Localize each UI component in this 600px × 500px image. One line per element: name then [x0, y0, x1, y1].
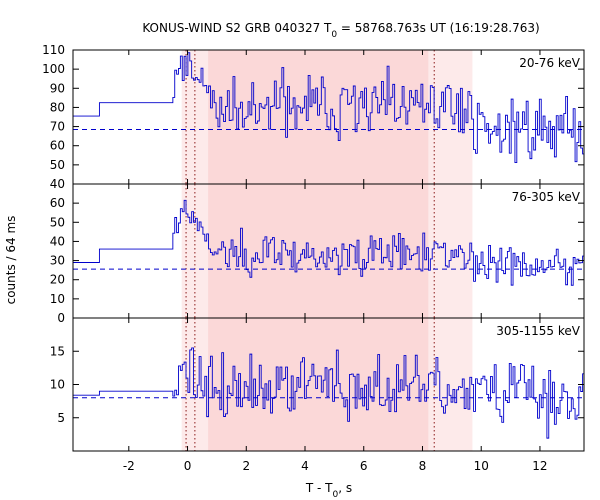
light-curve-series: [73, 52, 584, 164]
y-tick-label: 10: [50, 378, 65, 392]
x-tick-label: -2: [123, 459, 135, 473]
x-tick-label: 12: [532, 459, 547, 473]
y-tick-label: 70: [50, 120, 65, 134]
x-tick-label: 6: [360, 459, 368, 473]
y-tick-label: 100: [42, 62, 65, 76]
y-tick-label: 50: [50, 158, 65, 172]
panel-3: 5 10 15 305-1155 keV: [50, 317, 585, 452]
panel-energy-label: 20-76 keV: [519, 56, 581, 70]
panel-2: 0 10 20 30 40 50 60 76-305 keV: [50, 183, 585, 325]
x-tick-label: 10: [474, 459, 489, 473]
light-curve-series: [73, 347, 584, 439]
shaded-region-2: [208, 318, 429, 451]
light-curve-series: [73, 199, 584, 286]
shaded-region-2: [208, 184, 429, 318]
y-tick-label: 90: [50, 81, 65, 95]
y-tick-label: 80: [50, 100, 65, 114]
x-axis-label: T - T0, s: [305, 481, 352, 500]
y-tick-label: 40: [50, 234, 65, 248]
y-tick-label: 5: [57, 411, 65, 425]
panel-energy-label: 76-305 keV: [512, 190, 581, 204]
x-tick-label: 8: [419, 459, 427, 473]
y-tick-label: 10: [50, 292, 65, 306]
y-tick-label: 40: [50, 177, 65, 191]
chart-title: KONUS-WIND S2 GRB 040327 T0 = 58768.763s…: [142, 21, 539, 40]
y-tick-label: 60: [50, 196, 65, 210]
y-tick-label: 60: [50, 139, 65, 153]
x-tick-label: 2: [242, 459, 250, 473]
x-tick-label: 0: [184, 459, 192, 473]
panel-energy-label: 305-1155 keV: [496, 324, 580, 338]
shaded-region-2: [208, 50, 429, 184]
y-tick-label: 50: [50, 215, 65, 229]
y-tick-label: 110: [42, 43, 65, 57]
y-tick-label: 15: [50, 344, 65, 358]
x-tick-label: 4: [301, 459, 309, 473]
y-axis-label: counts / 64 ms: [4, 216, 18, 305]
panel-1: 40 50 60 70 80 90 100 110 20-76 keV: [42, 43, 585, 191]
y-tick-label: 30: [50, 254, 65, 268]
y-tick-label: 20: [50, 273, 65, 287]
y-tick-label: 0: [57, 311, 65, 325]
